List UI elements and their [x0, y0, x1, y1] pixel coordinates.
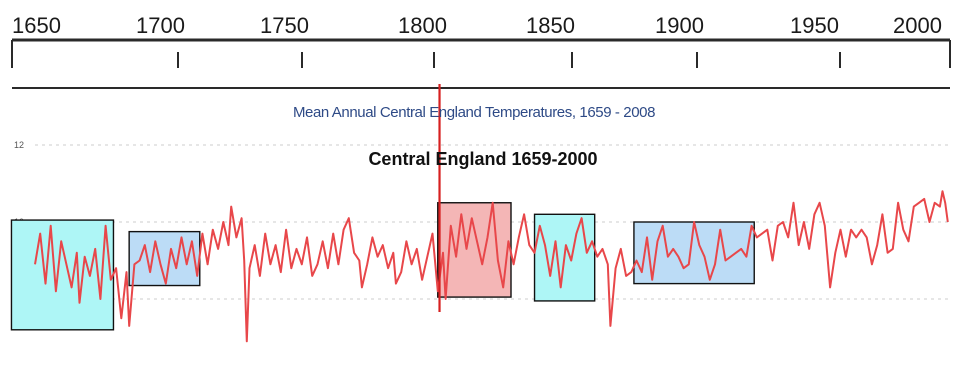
- timeline-label-1650: 1650: [12, 13, 61, 38]
- timeline-label-1900: 1900: [655, 13, 704, 38]
- y-tick-label-12: 12: [14, 140, 24, 150]
- highlight-box-1: [10, 219, 115, 331]
- temperature-series-line: [34, 190, 949, 343]
- timeline-label-1850: 1850: [526, 13, 575, 38]
- timeline-label-1800: 1800: [398, 13, 447, 38]
- timeline-axis: 1650 1700 1750 1800 1850 1900 1950 2000: [11, 13, 951, 89]
- chart-title: Mean Annual Central England Temperatures…: [293, 104, 655, 121]
- timeline-label-1750: 1750: [260, 13, 309, 38]
- timeline-label-1700: 1700: [136, 13, 185, 38]
- timeline-label-1950: 1950: [790, 13, 839, 38]
- timeline-label-2000: 2000: [893, 13, 942, 38]
- chart-subtitle: Central England 1659-2000: [368, 149, 597, 169]
